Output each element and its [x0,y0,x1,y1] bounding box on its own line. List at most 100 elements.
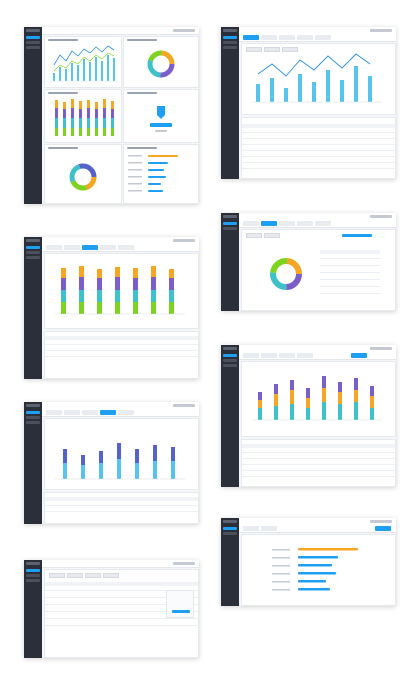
user-menu[interactable] [173,29,195,32]
tab[interactable] [261,35,277,40]
tab[interactable] [100,245,116,250]
filter-select[interactable] [49,573,65,578]
user-menu[interactable] [370,520,392,523]
confirm-button[interactable] [172,610,190,613]
table-row [242,162,395,163]
stacked-bar-chart [252,376,382,421]
tab[interactable] [297,221,313,226]
tab[interactable] [261,526,277,531]
user-menu[interactable] [173,562,195,565]
user-menu[interactable] [173,239,195,242]
panel-data-table [241,117,396,179]
screen-dashboard-overview [24,27,199,204]
screen-stacked-bar-detail-2 [221,345,396,487]
sidebar-item[interactable] [223,41,237,44]
filter-select[interactable] [246,233,262,238]
filter-select[interactable] [264,47,280,52]
filter-select[interactable] [67,573,83,578]
table-header [242,444,395,448]
tab[interactable] [243,353,259,358]
sidebar-item[interactable] [223,532,237,535]
sidebar-item[interactable] [26,41,40,44]
table-row [242,144,395,145]
sidebar-item[interactable] [26,46,40,49]
filter-select[interactable] [103,573,119,578]
filter-select[interactable] [282,47,298,52]
tab[interactable] [375,526,391,531]
table-row [45,625,198,626]
stacked-bar-chart [55,99,114,136]
tab[interactable] [243,526,259,531]
user-menu[interactable] [370,215,392,218]
tab[interactable] [351,353,367,358]
shield-icon [157,106,165,119]
sidebar-item[interactable] [223,222,237,225]
tab[interactable] [118,410,134,415]
sidebar-item[interactable] [223,36,237,39]
sidebar-item[interactable] [26,416,40,419]
sidebar-item[interactable] [26,421,40,424]
sidebar-item[interactable] [223,527,237,530]
tab[interactable] [64,410,80,415]
sidebar-item[interactable] [26,569,40,572]
sidebar-item[interactable] [223,364,237,367]
user-menu[interactable] [370,29,392,32]
tab[interactable] [82,410,98,415]
tab[interactable] [261,221,277,226]
table-row [45,511,198,512]
table-row [45,590,198,591]
stacked-bar-chart [55,266,185,315]
app-logo [223,29,237,32]
tab[interactable] [261,353,277,358]
screen-bar-detail [24,402,199,524]
tab[interactable] [46,410,62,415]
sidebar-item[interactable] [223,359,237,362]
table-row [242,464,395,465]
tab[interactable] [315,221,331,226]
filter-select[interactable] [246,47,262,52]
sidebar-item[interactable] [223,354,237,357]
panel-line-bar-chart [241,43,396,115]
top-bar [42,27,199,35]
sidebar-item[interactable] [26,256,40,259]
tab[interactable] [64,245,80,250]
sidebar [24,237,42,379]
tab[interactable] [279,353,295,358]
app-logo [26,404,40,407]
tab[interactable] [82,245,98,250]
sidebar-item[interactable] [223,46,237,49]
user-menu[interactable] [370,347,392,350]
filter-select[interactable] [264,233,280,238]
table-header [242,124,395,128]
user-menu[interactable] [173,404,195,407]
tab[interactable] [315,35,331,40]
tab[interactable] [243,221,259,226]
tab[interactable] [279,221,295,226]
table-header [45,336,198,340]
sidebar [221,27,239,179]
tab[interactable] [100,410,116,415]
sidebar-item[interactable] [26,36,40,39]
tab[interactable] [46,245,62,250]
table-row [242,458,395,459]
line-bar-chart [252,53,382,103]
tab[interactable] [118,245,134,250]
panel-data-table [44,569,199,658]
table-row [45,597,198,598]
sidebar-item[interactable] [26,246,40,249]
sidebar-item[interactable] [26,251,40,254]
table-header [45,582,198,586]
stacked-bar-chart [55,443,185,480]
tab[interactable] [297,35,313,40]
sidebar-item[interactable] [223,227,237,230]
sidebar [24,560,42,658]
tab[interactable] [279,35,295,40]
tab[interactable] [243,35,259,40]
sidebar-item[interactable] [26,579,40,582]
tab[interactable] [297,353,313,358]
sidebar-item[interactable] [26,574,40,577]
filter-select[interactable] [85,573,101,578]
table-row [242,452,395,453]
sidebar [24,27,42,204]
sidebar-item[interactable] [26,411,40,414]
